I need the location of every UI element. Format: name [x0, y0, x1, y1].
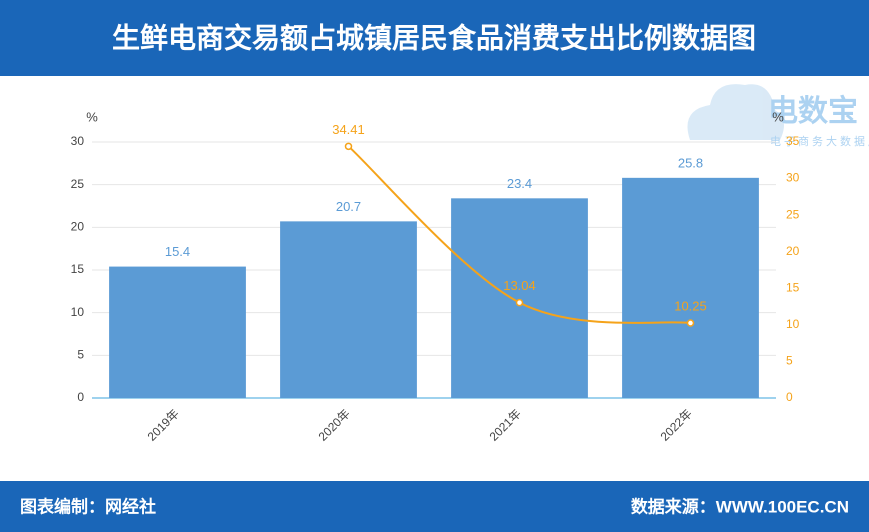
data-label: 13.04 [503, 278, 536, 293]
watermark-title: 电数宝 [768, 94, 858, 128]
y2-axis-label: % [772, 109, 784, 124]
data-label: 20.7 [336, 199, 361, 214]
y-axis-label: % [86, 109, 98, 124]
footer-right: 数据来源：WWW.100EC.CN [631, 496, 849, 516]
y2-tick-label: 0 [786, 390, 793, 404]
chart-title: 生鲜电商交易额占城镇居民食品消费支出比例数据图 [112, 21, 756, 53]
watermark-cloud [687, 84, 784, 140]
data-label: 10.25 [674, 298, 707, 313]
y2-tick-label: 35 [786, 134, 800, 148]
y2-tick-label: 20 [786, 244, 800, 258]
bar [109, 266, 246, 398]
title-bar [0, 0, 869, 76]
y2-tick-label: 30 [786, 171, 800, 185]
line-point [686, 319, 695, 327]
y2-tick-label: 15 [786, 280, 800, 294]
y-tick-label: 20 [71, 220, 85, 234]
y-tick-label: 25 [71, 177, 85, 191]
watermark-sub: 电子商务大数据库 [770, 134, 869, 148]
line-point [515, 298, 524, 307]
bar [280, 221, 417, 398]
data-label: 15.4 [165, 244, 190, 259]
line-point [344, 142, 353, 151]
y2-tick-label: 5 [786, 354, 793, 368]
y-tick-label: 0 [77, 390, 84, 404]
y-tick-label: 30 [71, 134, 85, 148]
y-tick-label: 10 [71, 305, 85, 319]
data-label: 25.8 [678, 155, 703, 170]
y2-tick-label: 10 [786, 317, 800, 331]
y-tick-label: 5 [77, 348, 84, 362]
data-label: 23.4 [507, 176, 532, 191]
y2-tick-label: 25 [786, 207, 800, 221]
watermark: 电数宝 电子商务大数据库 [687, 84, 869, 148]
footer-left: 图表编制：网经社 [20, 496, 156, 516]
bar [622, 177, 759, 398]
y-tick-label: 15 [71, 262, 85, 276]
bar [451, 198, 588, 398]
data-label: 34.41 [332, 122, 365, 137]
footer-bar [0, 481, 869, 532]
